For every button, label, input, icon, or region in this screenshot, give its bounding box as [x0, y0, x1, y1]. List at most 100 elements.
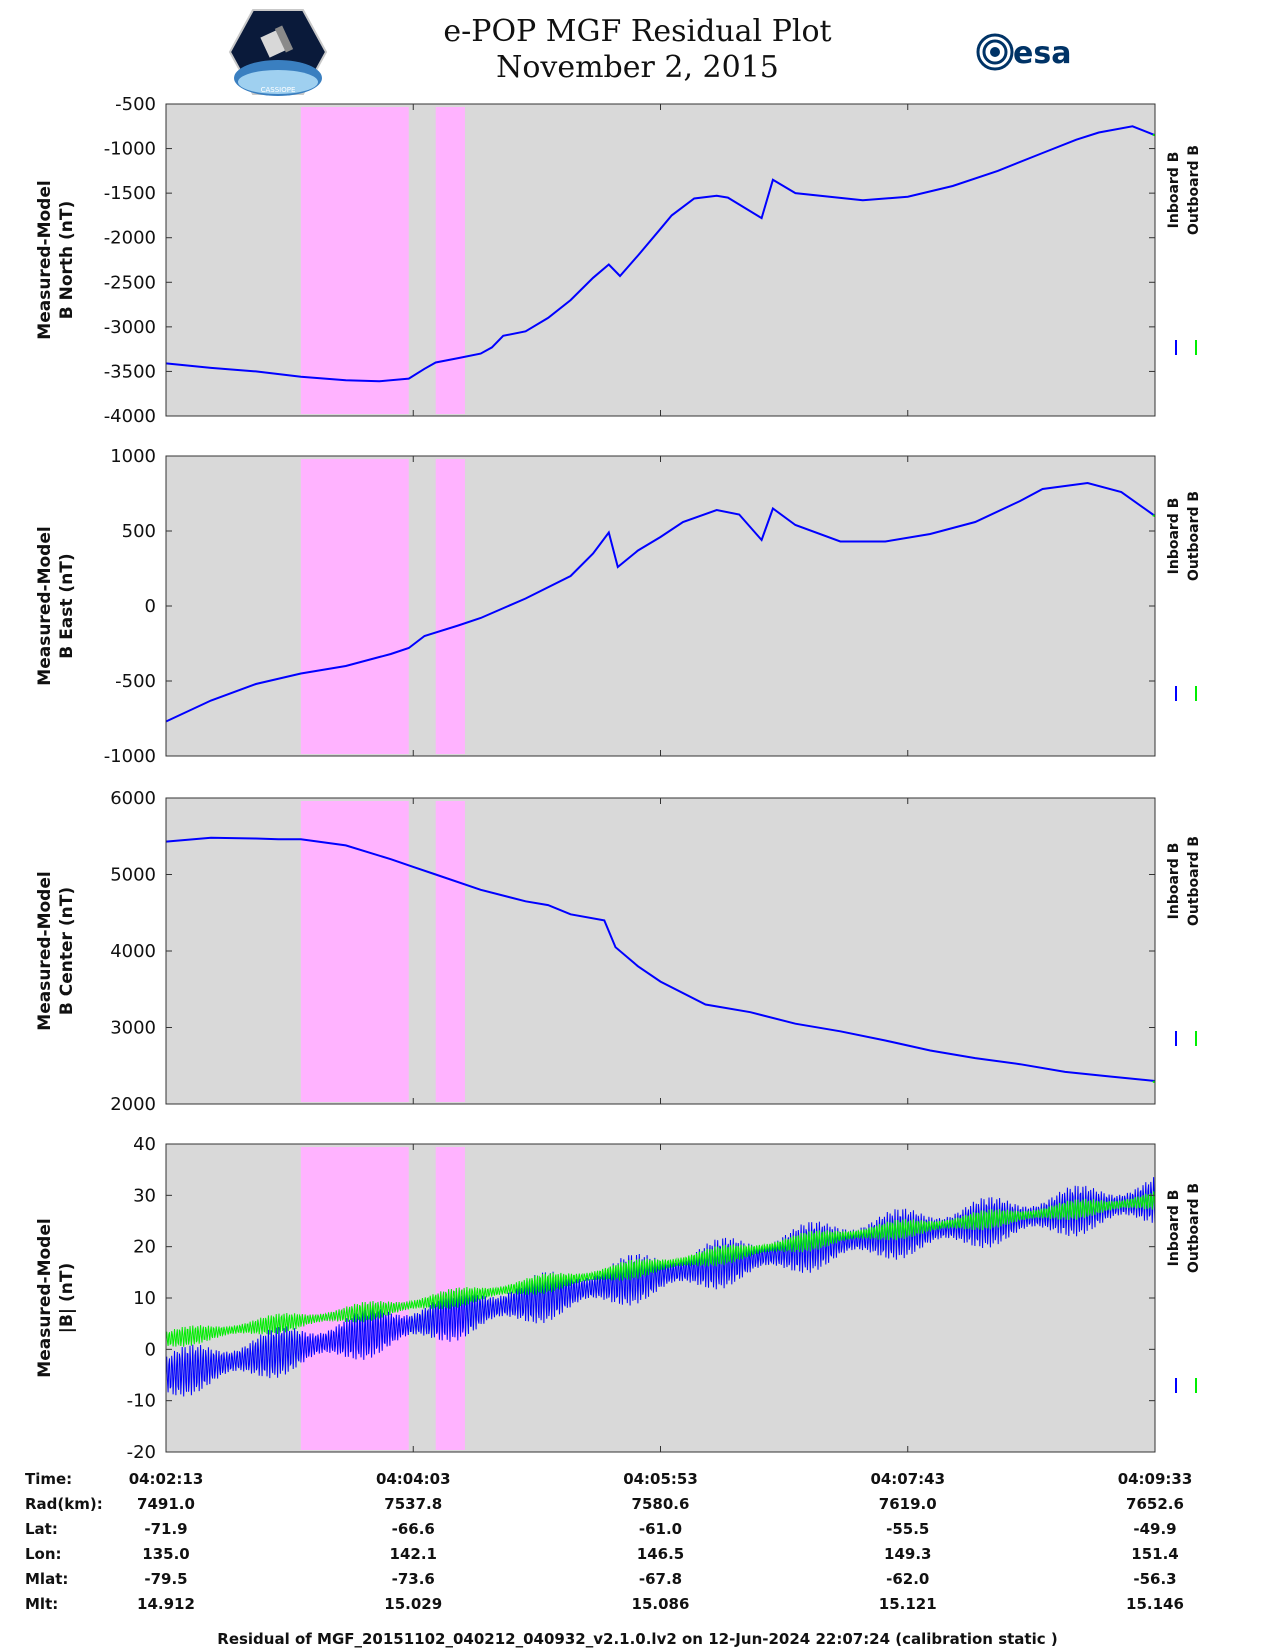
y-tick-label: -1000 — [104, 746, 156, 767]
table-cell: 15.121 — [879, 1595, 937, 1613]
y-tick-label: -500 — [115, 94, 156, 115]
table-cell: 151.4 — [1131, 1545, 1178, 1563]
y-tick-label: 2000 — [110, 1094, 156, 1115]
esa-logo-text: esa — [1013, 36, 1071, 71]
title-block: e-POP MGF Residual Plot November 2, 2015 — [0, 14, 1275, 86]
table-cell: 15.086 — [632, 1595, 690, 1613]
y-tick-label: -3000 — [104, 317, 156, 338]
plot-title: e-POP MGF Residual Plot — [443, 14, 832, 49]
table-cell: 142.1 — [390, 1545, 437, 1563]
series-line-inboard — [165, 836, 1156, 1082]
y-axis-label-line2: |B| (nT) — [57, 1263, 77, 1334]
plot-subtitle: November 2, 2015 — [496, 50, 779, 85]
y-tick-label: -20 — [127, 1442, 156, 1463]
y-axis-label-line1: Measured-Model — [35, 1218, 55, 1377]
y-tick-label: -2000 — [104, 228, 156, 249]
table-cell: 146.5 — [637, 1545, 684, 1563]
legend-outboard: Outboard B — [1186, 491, 1202, 581]
footer-caption: Residual of MGF_20151102_040212_040932_v… — [217, 1630, 1058, 1648]
y-axis-label: Measured-Model |B| (nT) — [35, 1218, 77, 1377]
y-axis-label-line1: Measured-Model — [35, 180, 55, 339]
shaded-interval-1 — [300, 459, 409, 754]
table-cell: -56.3 — [1133, 1570, 1176, 1588]
shaded-interval-2 — [435, 107, 465, 414]
y-axis-label: Measured-Model B North (nT) — [35, 180, 77, 339]
table-cell: 7580.6 — [632, 1495, 690, 1513]
esa-logo: esa — [976, 33, 1071, 71]
mission-logo-text: CASSIOPE — [261, 86, 296, 94]
table-row-label: Time: — [25, 1470, 72, 1488]
table-row-label: Lon: — [25, 1545, 62, 1563]
y-tick-label: -2500 — [104, 272, 156, 293]
chart-panel-2: 1000 500 0 -500 -1000 Measured-Model B East (n… — [35, 446, 1202, 767]
shaded-interval-1 — [300, 801, 409, 1102]
shaded-interval-1 — [300, 1147, 409, 1450]
y-tick-label: 3000 — [110, 1018, 156, 1039]
y-tick-label: -3500 — [104, 361, 156, 382]
legend-outboard: Outboard B — [1186, 836, 1202, 926]
legend-inboard: Inboard B — [1166, 152, 1182, 229]
table-cell: -73.6 — [392, 1570, 435, 1588]
chart-panel-4: 40 30 20 10 0 -10 -20 Measured-Model |B| (nT) Inb… — [35, 1134, 1202, 1463]
y-axis-label-line2: B North (nT) — [57, 201, 77, 320]
y-tick-label: -10 — [127, 1391, 156, 1412]
legend-inboard: Inboard B — [1166, 1190, 1182, 1267]
legend-inboard: Inboard B — [1166, 843, 1182, 920]
y-tick-label: 500 — [122, 521, 156, 542]
legend-text: Inboard B Outboard B — [1166, 491, 1202, 581]
x-tick-label: 04:07:43 — [870, 1470, 945, 1488]
table-cell: -49.9 — [1133, 1520, 1176, 1538]
y-tick-label: 40 — [133, 1134, 156, 1155]
cassiope-mission-logo: CASSIOPE — [228, 9, 328, 96]
chart-panel-1: -500 -1000 -1500 -2000 -2500 -3000 -3500 -4000 M… — [35, 94, 1202, 427]
table-row-label: Rad(km): — [25, 1495, 103, 1513]
shaded-interval-2 — [435, 459, 465, 754]
y-tick-label: -1500 — [104, 183, 156, 204]
series-line-inboard — [165, 481, 1156, 723]
table-cell: -66.6 — [392, 1520, 435, 1538]
table-cell: 149.3 — [884, 1545, 931, 1563]
table-cell: 15.029 — [384, 1595, 442, 1613]
y-axis-label-line2: B Center (nT) — [57, 887, 77, 1015]
x-tick-label: 04:05:53 — [623, 1470, 698, 1488]
y-axis-label-line1: Measured-Model — [35, 871, 55, 1030]
table-cell: -62.0 — [886, 1570, 929, 1588]
y-tick-label: -4000 — [104, 406, 156, 427]
y-tick-label: 0 — [145, 1339, 156, 1360]
y-axis-label-line2: B East (nT) — [57, 553, 77, 658]
y-axis-label-line1: Measured-Model — [35, 526, 55, 685]
shaded-interval-1 — [300, 107, 409, 414]
x-tick-label: 04:09:33 — [1118, 1470, 1193, 1488]
y-tick-label: -1000 — [104, 139, 156, 160]
x-tick-label: 04:04:03 — [376, 1470, 451, 1488]
y-axis-label: Measured-Model B East (nT) — [35, 526, 77, 685]
series-line-outboard — [165, 1191, 1156, 1347]
y-tick-label: 6000 — [110, 788, 156, 809]
legend-text: Inboard B Outboard B — [1166, 836, 1202, 926]
y-tick-label: 4000 — [110, 941, 156, 962]
y-tick-label: 1000 — [110, 446, 156, 467]
ephemeris-table: Time: Rad(km): Lat: Lon: Mlat: Mlt: 04:02:13 74… — [25, 1470, 1192, 1613]
table-cell: -61.0 — [639, 1520, 682, 1538]
shaded-interval-2 — [435, 801, 465, 1102]
x-tick-label: 04:02:13 — [129, 1470, 204, 1488]
table-cell: 7537.8 — [384, 1495, 442, 1513]
y-tick-label: 20 — [133, 1237, 156, 1258]
series-line-inboard — [165, 125, 1156, 383]
table-cell: -71.9 — [144, 1520, 187, 1538]
legend-outboard: Outboard B — [1186, 1183, 1202, 1273]
table-cell: 15.146 — [1126, 1595, 1184, 1613]
table-row-label: Lat: — [25, 1520, 58, 1538]
y-tick-label: 0 — [145, 596, 156, 617]
table-row-label: Mlat: — [25, 1570, 68, 1588]
y-tick-label: 30 — [133, 1185, 156, 1206]
table-cell: -79.5 — [144, 1570, 187, 1588]
y-tick-label: 10 — [133, 1288, 156, 1309]
table-row-label: Mlt: — [25, 1595, 58, 1613]
table-cell: -55.5 — [886, 1520, 929, 1538]
table-cell: 135.0 — [142, 1545, 189, 1563]
y-tick-label: 5000 — [110, 865, 156, 886]
y-axis-label: Measured-Model B Center (nT) — [35, 871, 77, 1030]
legend-inboard: Inboard B — [1166, 498, 1182, 575]
